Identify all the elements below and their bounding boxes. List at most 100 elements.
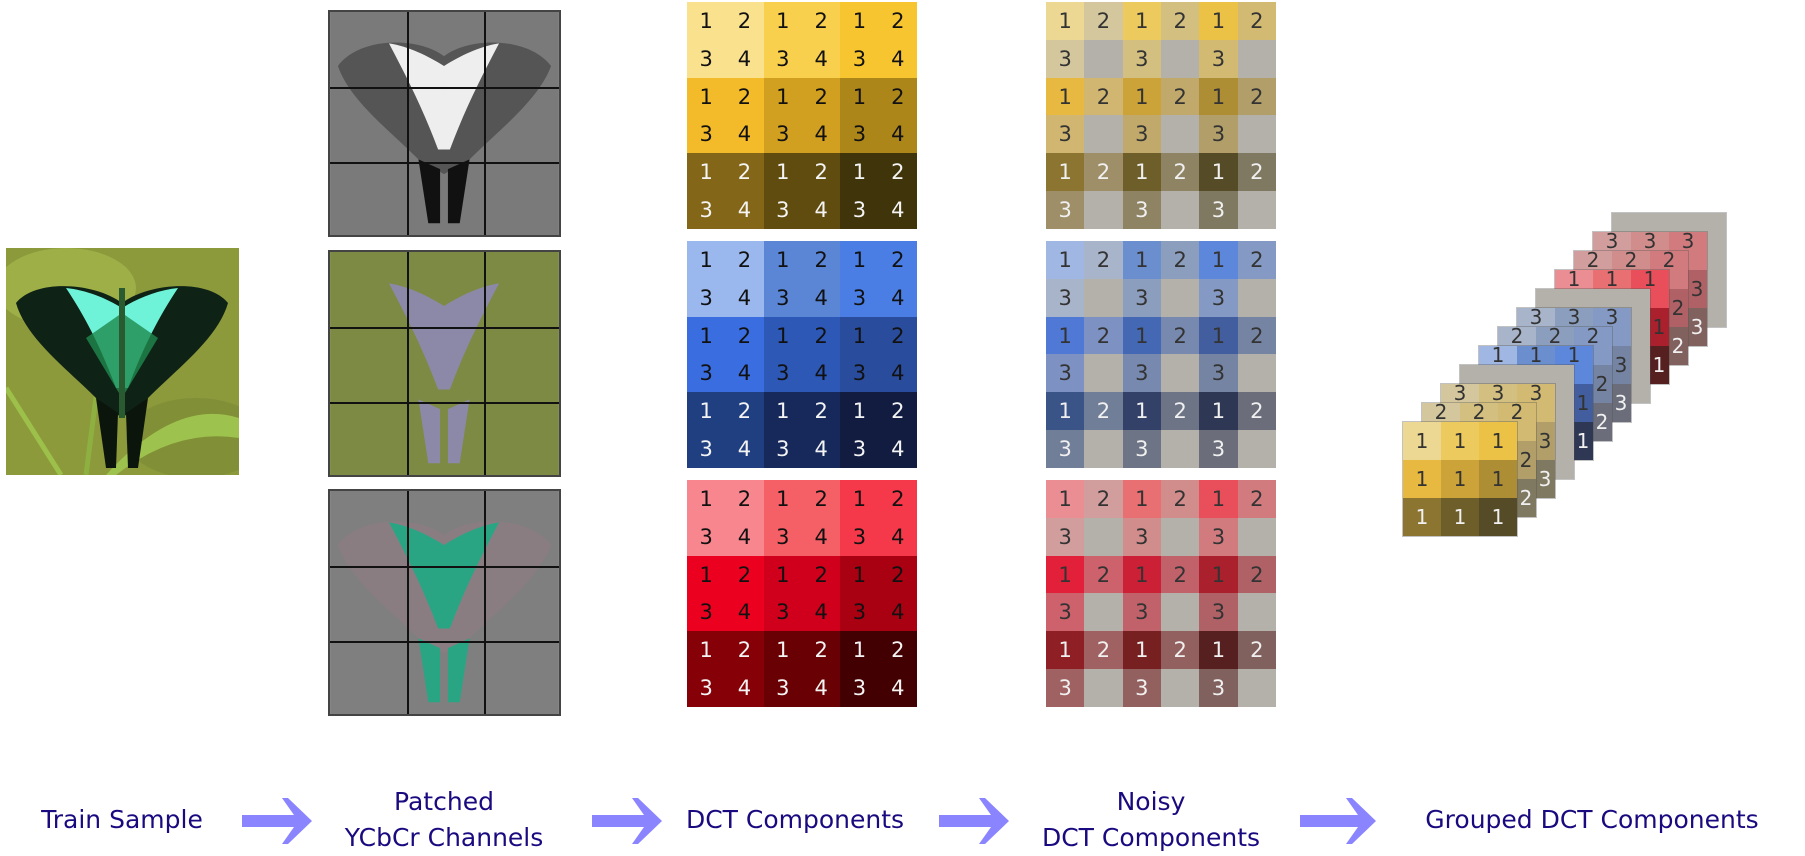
dct-cell: 2 bbox=[725, 316, 764, 355]
patch-grid-line bbox=[406, 12, 409, 235]
grouped-layer-number: 3 bbox=[1567, 305, 1581, 329]
grouped-layer-number: 3 bbox=[1538, 429, 1552, 453]
dct-cell: 3 bbox=[1122, 278, 1161, 317]
dct-cell: 3 bbox=[1122, 517, 1161, 556]
patch-grid-line bbox=[484, 252, 487, 475]
dct-cell: 2 bbox=[1237, 241, 1276, 279]
patch-grid-line bbox=[330, 86, 559, 89]
dct-cell: 3 bbox=[763, 191, 802, 229]
grouped-layer-number: 3 bbox=[1690, 277, 1704, 301]
dct-cell: 4 bbox=[878, 191, 917, 229]
grouped-layer-number: 3 bbox=[1643, 229, 1657, 253]
dct-cell: 2 bbox=[725, 555, 764, 594]
grouped-layer-number: 3 bbox=[1614, 353, 1628, 377]
grouped-cell: 1 bbox=[1403, 498, 1441, 536]
dct-cell: 3 bbox=[763, 354, 802, 393]
dct-cell: 4 bbox=[801, 354, 841, 393]
dct-cell: 2 bbox=[725, 2, 764, 40]
dct-cell: 2 bbox=[801, 2, 841, 40]
dct-cell: 4 bbox=[801, 430, 841, 468]
dct-cell: 3 bbox=[840, 191, 879, 229]
dct-cell: 3 bbox=[1199, 354, 1238, 393]
dct-cell: 1 bbox=[1122, 2, 1161, 40]
dct-cell: 2 bbox=[1237, 480, 1276, 518]
dct-cell: 2 bbox=[725, 480, 764, 518]
label-dct-components: DCT Components bbox=[686, 802, 904, 838]
grouped-layer-number: 3 bbox=[1605, 229, 1619, 253]
dct-cell: 1 bbox=[1199, 153, 1238, 192]
dct-cell: 1 bbox=[687, 316, 726, 355]
dct-cell: 2 bbox=[801, 392, 841, 431]
grouped-layer-number: 1 bbox=[1576, 429, 1590, 453]
dct-cell: 2 bbox=[878, 480, 917, 518]
dct-cell bbox=[1084, 593, 1123, 632]
dct-cell bbox=[1084, 430, 1123, 468]
dct-cell: 1 bbox=[1122, 153, 1161, 192]
dct-cell: 2 bbox=[1160, 480, 1200, 518]
dct-cell: 1 bbox=[687, 241, 726, 279]
y-channel-image bbox=[328, 10, 561, 237]
arrow-right-icon bbox=[1300, 798, 1376, 844]
grouped-cell: 1 bbox=[1403, 422, 1441, 460]
dct-cell: 2 bbox=[1084, 316, 1123, 355]
grouped-layer-number: 2 bbox=[1595, 372, 1609, 396]
dct-cell: 3 bbox=[1199, 39, 1238, 78]
dct-cell: 1 bbox=[1199, 2, 1238, 40]
dct-cell: 2 bbox=[801, 631, 841, 670]
dct-cell: 3 bbox=[840, 669, 879, 707]
grouped-layer-number: 1 bbox=[1491, 343, 1505, 367]
dct-cell bbox=[1160, 430, 1200, 468]
dct-cell: 2 bbox=[1160, 153, 1200, 192]
dct-cell: 2 bbox=[1084, 153, 1123, 192]
dct-cell: 2 bbox=[1084, 2, 1123, 40]
dct-cell bbox=[1237, 430, 1276, 468]
dct-cell: 1 bbox=[1046, 555, 1085, 594]
dct-cell: 3 bbox=[687, 354, 726, 393]
dct-cell: 2 bbox=[1160, 2, 1200, 40]
dct-cell: 1 bbox=[840, 631, 879, 670]
dct-cell: 3 bbox=[1046, 669, 1085, 707]
dct-cell: 4 bbox=[878, 430, 917, 468]
dct-cell: 3 bbox=[763, 430, 802, 468]
dct-cell: 3 bbox=[1122, 593, 1161, 632]
dct-cell: 4 bbox=[801, 191, 841, 229]
dct-cell: 4 bbox=[725, 430, 764, 468]
dct-cell: 2 bbox=[801, 241, 841, 279]
dct-cell: 2 bbox=[801, 77, 841, 116]
dct-cell: 3 bbox=[1199, 115, 1238, 154]
patch-grid-line bbox=[330, 565, 559, 568]
dct-cell: 1 bbox=[687, 555, 726, 594]
dct-cell: 1 bbox=[763, 316, 802, 355]
dct-cell: 3 bbox=[763, 39, 802, 78]
grouped-layer-number: 2 bbox=[1472, 400, 1486, 424]
grouped-layer-number: 1 bbox=[1529, 343, 1543, 367]
grouped-cell: 1 bbox=[1479, 460, 1517, 498]
grouped-cell: 1 bbox=[1403, 460, 1441, 498]
dct-cell: 2 bbox=[1160, 631, 1200, 670]
dct-cell: 1 bbox=[840, 316, 879, 355]
dct-cell bbox=[1237, 191, 1276, 229]
label-text: Train Sample bbox=[41, 805, 203, 834]
dct-cell: 1 bbox=[687, 480, 726, 518]
dct-cell: 1 bbox=[1122, 555, 1161, 594]
dct-cell: 1 bbox=[687, 2, 726, 40]
grouped-layer-number: 2 bbox=[1595, 410, 1609, 434]
dct-cell: 1 bbox=[840, 77, 879, 116]
dct-cell: 4 bbox=[878, 39, 917, 78]
grouped-layer-number: 3 bbox=[1681, 229, 1695, 253]
dct-cell: 3 bbox=[687, 593, 726, 632]
dct-cell bbox=[1084, 354, 1123, 393]
dct-cell: 3 bbox=[1122, 191, 1161, 229]
dct-cell: 1 bbox=[840, 480, 879, 518]
grouped-layer-number: 2 bbox=[1662, 248, 1676, 272]
grouped-layer-number: 3 bbox=[1538, 467, 1552, 491]
dct-cell: 4 bbox=[725, 593, 764, 632]
dct-cell: 1 bbox=[1199, 555, 1238, 594]
dct-cell: 1 bbox=[1046, 2, 1085, 40]
grouped-layer-number: 3 bbox=[1614, 391, 1628, 415]
dct-cell: 1 bbox=[687, 77, 726, 116]
dct-cell: 1 bbox=[763, 2, 802, 40]
dct-cell: 3 bbox=[763, 593, 802, 632]
